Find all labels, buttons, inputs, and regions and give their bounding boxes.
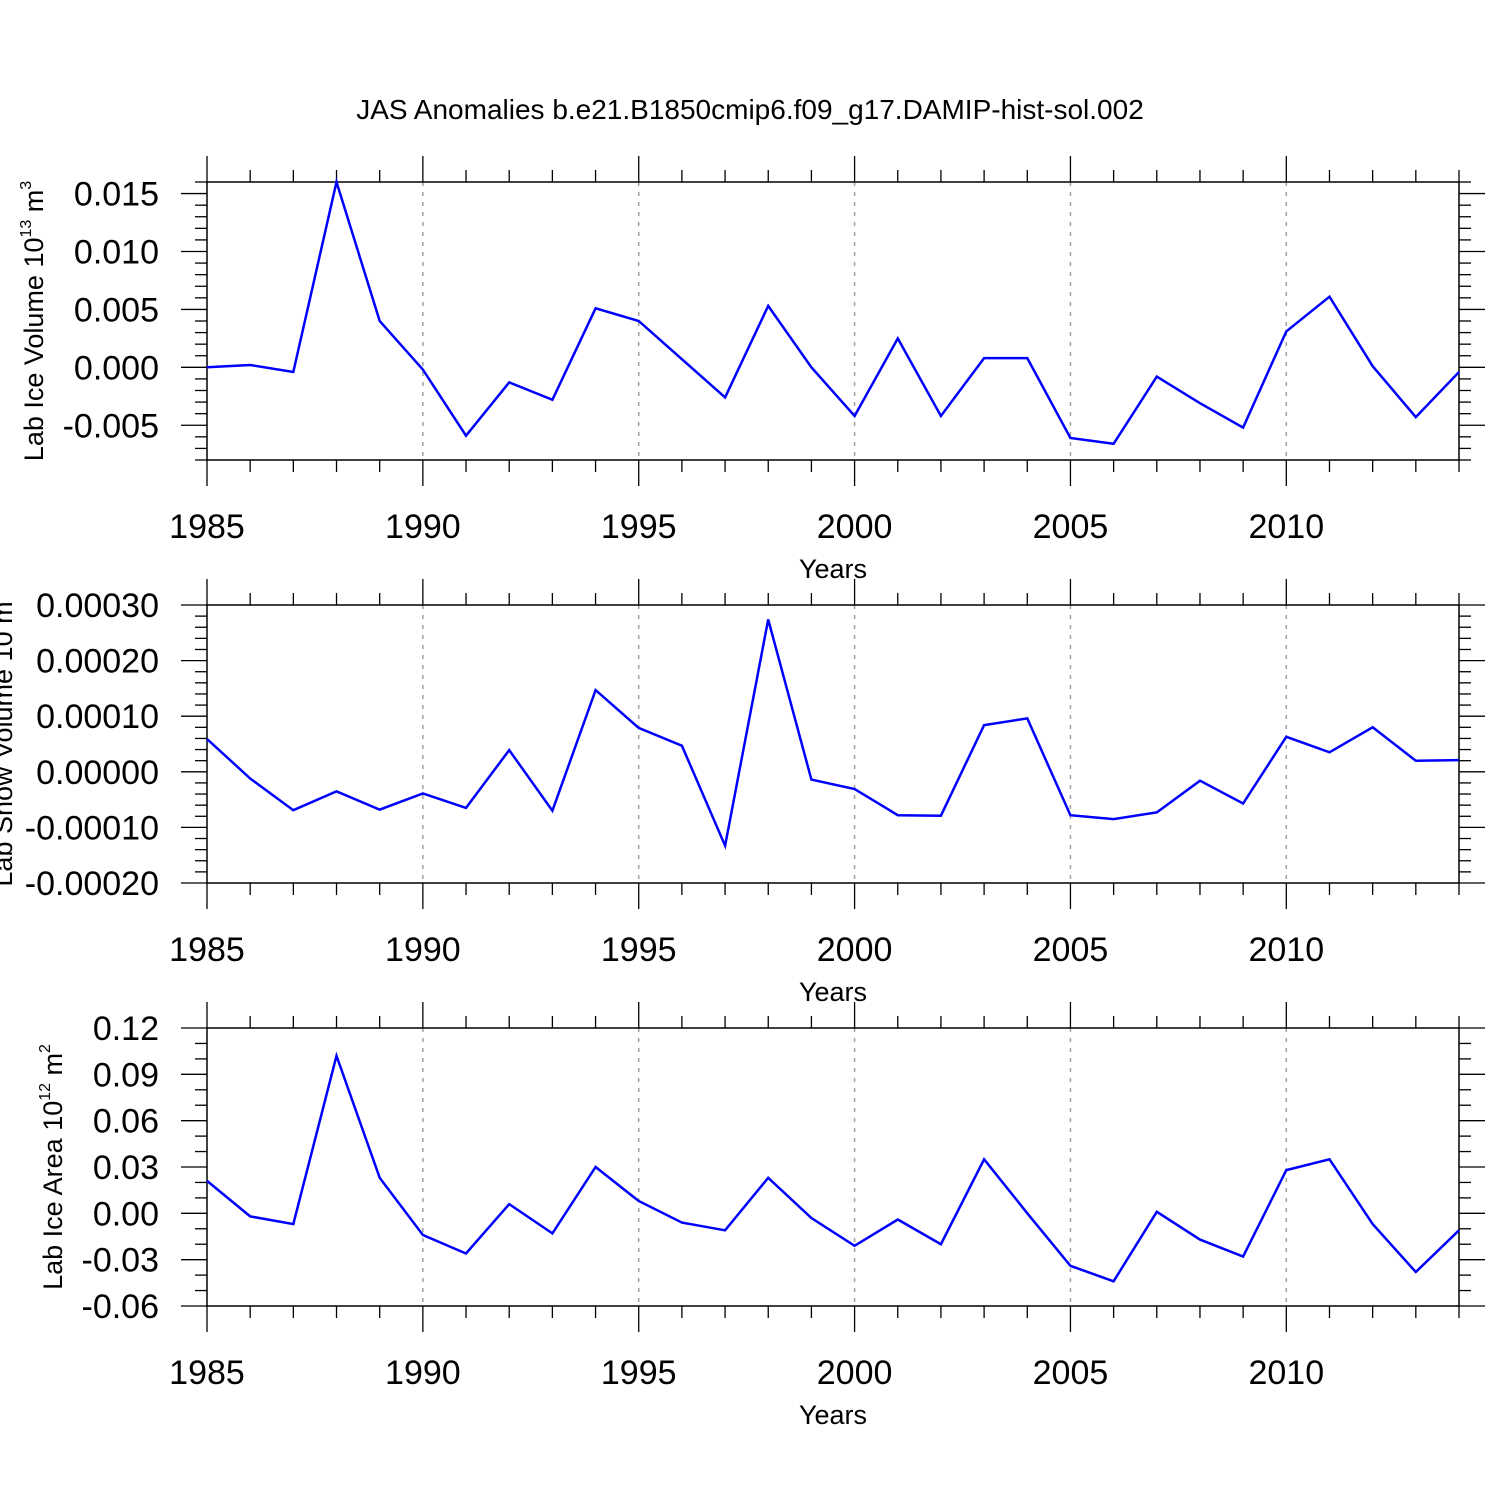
y-tick-label: 0.010 (74, 234, 159, 272)
y-tick-label: 0.00030 (36, 587, 159, 625)
series-line (206, 619, 1460, 850)
x-tick-label: 1985 (169, 508, 245, 546)
x-tick-label: 1990 (385, 1354, 461, 1392)
y-tick-label: 0.03 (93, 1149, 159, 1187)
series-line (206, 1051, 1460, 1283)
y-tick-label: 0.000 (74, 349, 159, 387)
panel-3: 1985 1990 1995 2000 2005 2010 Years -0.06 -0.03 0… (37, 1002, 1485, 1430)
figure-title: JAS Anomalies b.e21.B1850cmip6.f09_g17.D… (356, 94, 1144, 125)
x-tick-label: 2000 (817, 508, 893, 546)
x-tick-label: 1990 (385, 931, 461, 969)
y-axis-label-text: m (38, 1053, 68, 1083)
x-tick-label: 2005 (1033, 1354, 1109, 1392)
x-axis-label: Years (799, 554, 867, 584)
y-tick-label: -0.06 (82, 1288, 160, 1326)
y-axis-label-text: Lab Ice Area 10 (38, 1101, 68, 1290)
y-tick-label: 0.00000 (36, 754, 159, 792)
y-tick-label: -0.03 (82, 1242, 160, 1280)
y-axis-label-text: Lab Ice Volume 10 (19, 238, 49, 462)
y-axis-label: Lab Ice Area 1012 m2 (37, 1044, 68, 1290)
x-tick-label: 2010 (1248, 508, 1324, 546)
y-axis-label-text: m (0, 601, 18, 631)
y-axis-label: Lab Snow Volume 10 m (0, 601, 18, 886)
y-axis-label-superscript: 13 (18, 220, 35, 238)
y-tick-label: -0.005 (63, 407, 159, 445)
x-tick-label: 2010 (1248, 931, 1324, 969)
y-tick-label: 0.015 (74, 176, 159, 214)
y-axis-label-superscript: 2 (37, 1044, 54, 1053)
y-axis-label-text: m (19, 190, 49, 220)
series-line (206, 177, 1460, 446)
x-tick-label: 1995 (601, 508, 677, 546)
y-tick-label: -0.00020 (25, 865, 159, 903)
y-axis-label-superscript: 12 (37, 1083, 54, 1101)
x-tick-label: 1985 (169, 1354, 245, 1392)
panel-1: 1985 1990 1995 2000 2005 2010 Years -0.005 0.000… (18, 156, 1485, 584)
x-tick-label: 2000 (817, 931, 893, 969)
y-tick-label: 0.00010 (36, 698, 159, 736)
x-tick-label: 2010 (1248, 1354, 1324, 1392)
y-tick-label: 0.00 (93, 1195, 159, 1233)
y-tick-label: 0.00020 (36, 643, 159, 681)
x-axis-label: Years (799, 977, 867, 1007)
x-tick-label: 1990 (385, 508, 461, 546)
plot-frame (206, 604, 1460, 884)
y-axis-label-text: Lab Snow Volume 10 (0, 631, 18, 886)
y-tick-label: 0.09 (93, 1056, 159, 1094)
y-tick-label: 0.12 (93, 1010, 159, 1048)
x-tick-label: 1995 (601, 931, 677, 969)
panel-2: 1985 1990 1995 2000 2005 2010 Years -0.00020 -0.… (0, 579, 1485, 1007)
x-tick-label: 1985 (169, 931, 245, 969)
x-tick-label: 2005 (1033, 931, 1109, 969)
panels: 1985 1990 1995 2000 2005 2010Years-0.0050.000… (0, 156, 1485, 1430)
y-tick-label: 0.005 (74, 291, 159, 329)
y-axis-label: Lab Ice Volume 1013 m3 (18, 181, 49, 461)
x-tick-label: 2000 (817, 1354, 893, 1392)
y-tick-label: -0.00010 (25, 809, 159, 847)
x-tick-label: 1995 (601, 1354, 677, 1392)
x-axis-label: Years (799, 1400, 867, 1430)
y-tick-label: 0.06 (93, 1103, 159, 1141)
x-tick-label: 2005 (1033, 508, 1109, 546)
y-axis-label-superscript: 3 (18, 181, 35, 190)
